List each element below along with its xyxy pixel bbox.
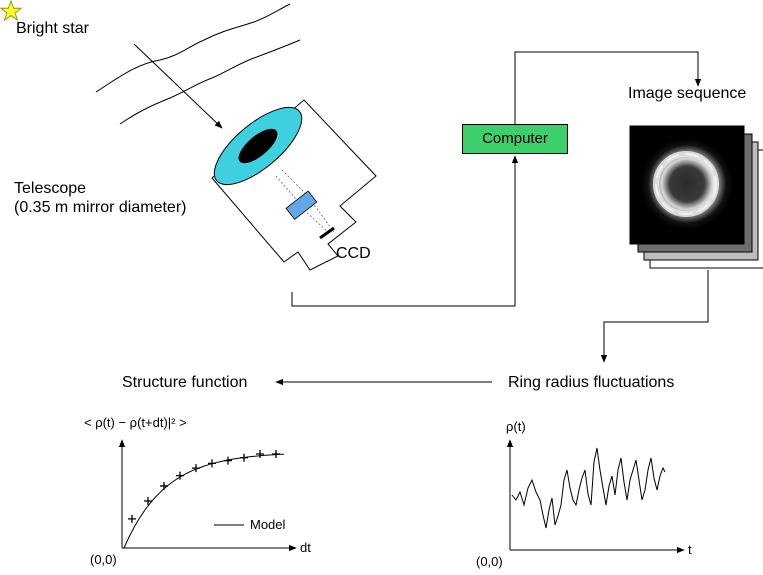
bright-star-label: Bright star (16, 20, 89, 37)
structure-x-label: dt (300, 540, 311, 555)
structure-point-10 (272, 450, 280, 458)
structure-point-9 (256, 450, 264, 458)
structure-point-8 (240, 453, 248, 462)
structure-points (128, 450, 280, 523)
telescope-body (211, 99, 377, 271)
structure-point-2 (144, 497, 152, 505)
structure-y-label: < ρ(t) − ρ(t+dt)|² > (84, 415, 187, 430)
light-cone (275, 169, 335, 235)
telescope-mirror (213, 106, 303, 186)
computer-box: Computer (462, 124, 568, 154)
secondary-optic (285, 190, 318, 220)
arrow-ccd-to-computer (291, 155, 519, 307)
structure-origin-label: (0,0) (90, 552, 117, 567)
radius-y-label: ρ(t) (506, 419, 526, 434)
structure-model-curve (123, 453, 285, 549)
atmosphere-line-upper (95, 3, 291, 93)
radius-fluctuation-curve (511, 447, 666, 529)
starlight-ray (133, 43, 223, 129)
structure-function-label: Structure function (122, 374, 248, 391)
structure-point-6 (208, 459, 216, 468)
ccd-label: CCD (336, 245, 371, 262)
structure-point-7 (224, 456, 232, 465)
image-sequence-label: Image sequence (628, 85, 747, 102)
structure-point-3 (160, 481, 168, 490)
arrow-images-to-radius (600, 270, 709, 363)
structure-point-4 (176, 471, 184, 480)
structure-point-5 (192, 464, 200, 473)
radius-origin-label: (0,0) (476, 554, 503, 569)
telescope-label: Telescope (14, 180, 87, 197)
atmosphere-line-lower (119, 39, 301, 125)
structure-point-1 (128, 514, 136, 523)
arrow-computer-to-images (514, 51, 702, 124)
ccd-sensor (319, 226, 335, 240)
telescope-mirror-label: (0.35 m mirror diameter) (14, 199, 187, 216)
ring-radius-label: Ring radius fluctuations (508, 374, 675, 391)
legend-model-label: Model (250, 517, 286, 532)
star-icon (0, 0, 22, 22)
radius-x-label: t (688, 542, 692, 557)
image-sequence-stack (629, 125, 763, 269)
